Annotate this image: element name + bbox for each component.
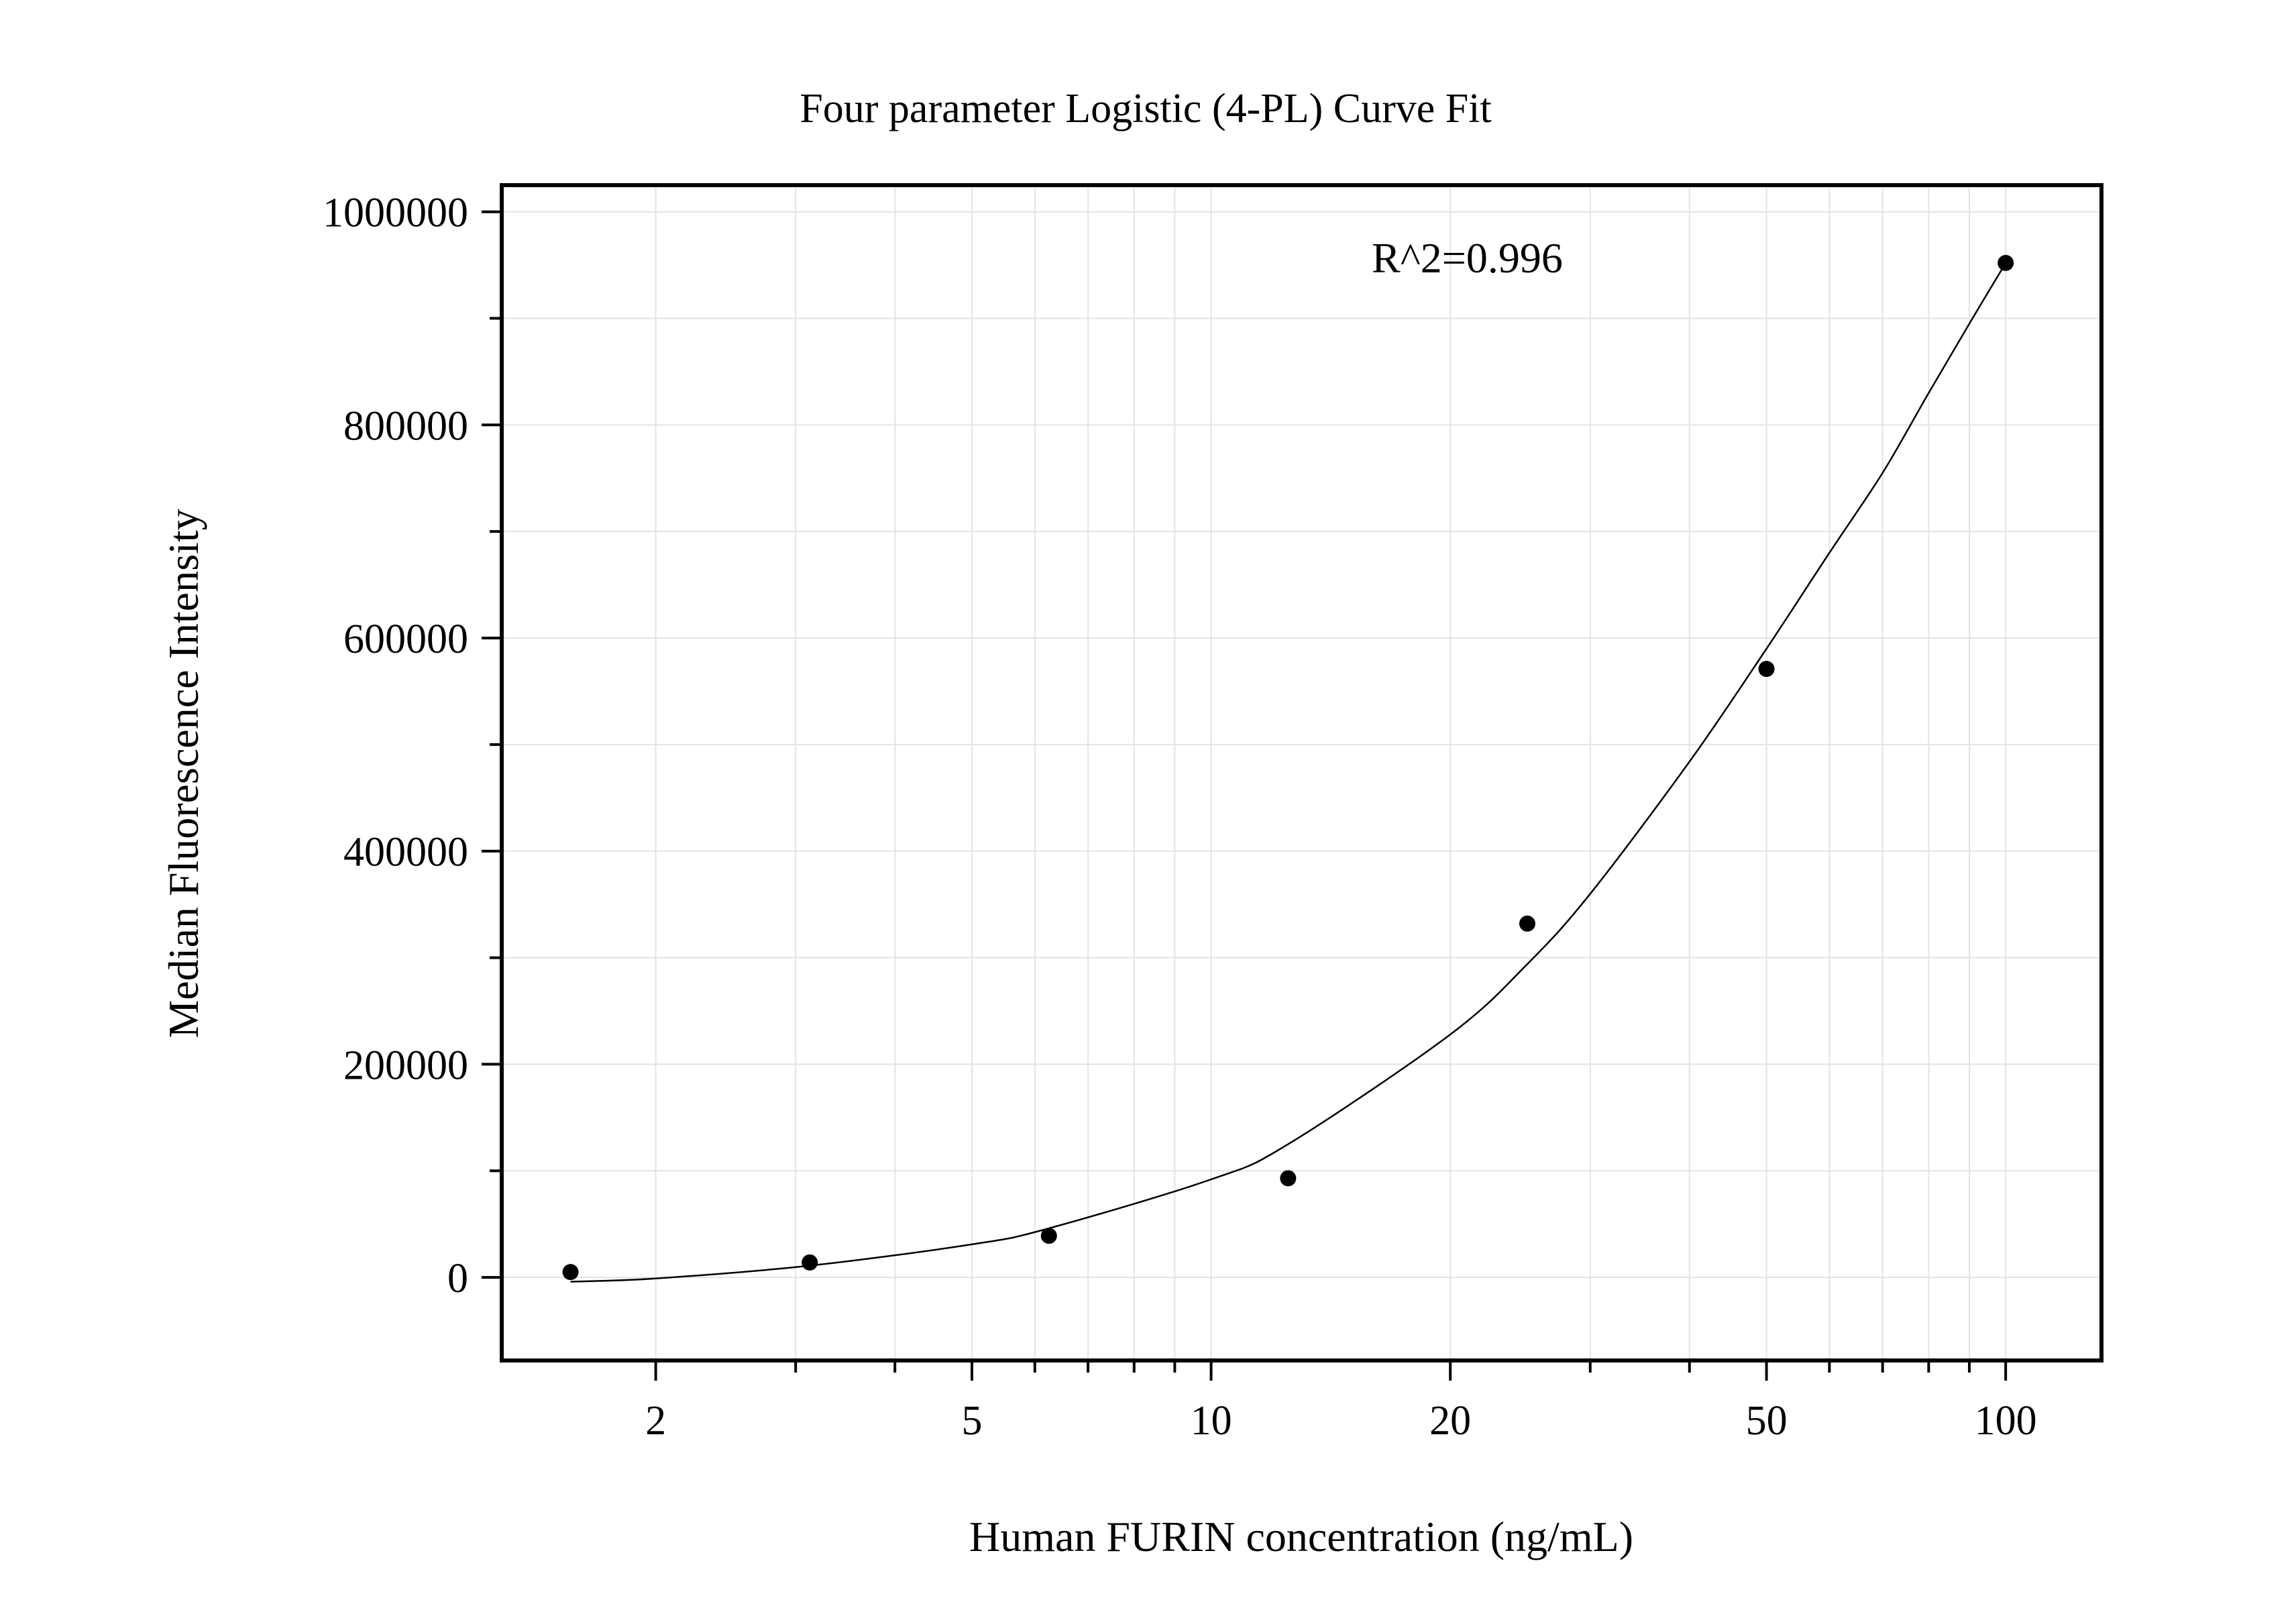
data-point xyxy=(802,1254,818,1271)
data-point xyxy=(1758,661,1775,678)
x-tick-label: 50 xyxy=(1746,1398,1788,1444)
y-tick-label: 800000 xyxy=(343,403,468,449)
axis-ticks xyxy=(482,210,2008,1381)
x-axis-title: Human FURIN concentration (ng/mL) xyxy=(969,1513,1633,1560)
y-tick-label: 0 xyxy=(447,1256,468,1301)
r-squared-annotation: R^2=0.996 xyxy=(1372,234,1563,282)
grid xyxy=(502,185,2101,1360)
y-tick-label: 1000000 xyxy=(323,191,468,236)
fit-curve xyxy=(570,262,2007,1283)
x-tick-label: 10 xyxy=(1191,1398,1232,1444)
data-point xyxy=(1040,1228,1057,1244)
x-tick-label: 100 xyxy=(1975,1398,2037,1444)
x-tick-label: 5 xyxy=(961,1398,982,1444)
data-points xyxy=(562,254,2014,1281)
y-tick-label: 200000 xyxy=(343,1042,468,1088)
data-point xyxy=(1998,254,2014,271)
y-axis-title: Median Fluorescence Intensity xyxy=(160,509,207,1038)
y-tick-label: 400000 xyxy=(343,830,468,875)
data-point xyxy=(562,1264,579,1281)
data-point xyxy=(1280,1170,1297,1187)
chart-title: Four parameter Logistic (4-PL) Curve Fit xyxy=(800,86,1491,131)
data-point xyxy=(1519,915,1535,932)
x-tick-label: 2 xyxy=(645,1398,666,1444)
fit-curve-layer xyxy=(570,262,2007,1283)
tick-labels: 2 5 10 20 50 100 0 200000 400000 600000 800000 1000… xyxy=(323,191,2037,1444)
y-tick-label: 600000 xyxy=(343,617,468,662)
plot-frame xyxy=(500,183,2103,1362)
x-tick-label: 20 xyxy=(1429,1398,1471,1444)
